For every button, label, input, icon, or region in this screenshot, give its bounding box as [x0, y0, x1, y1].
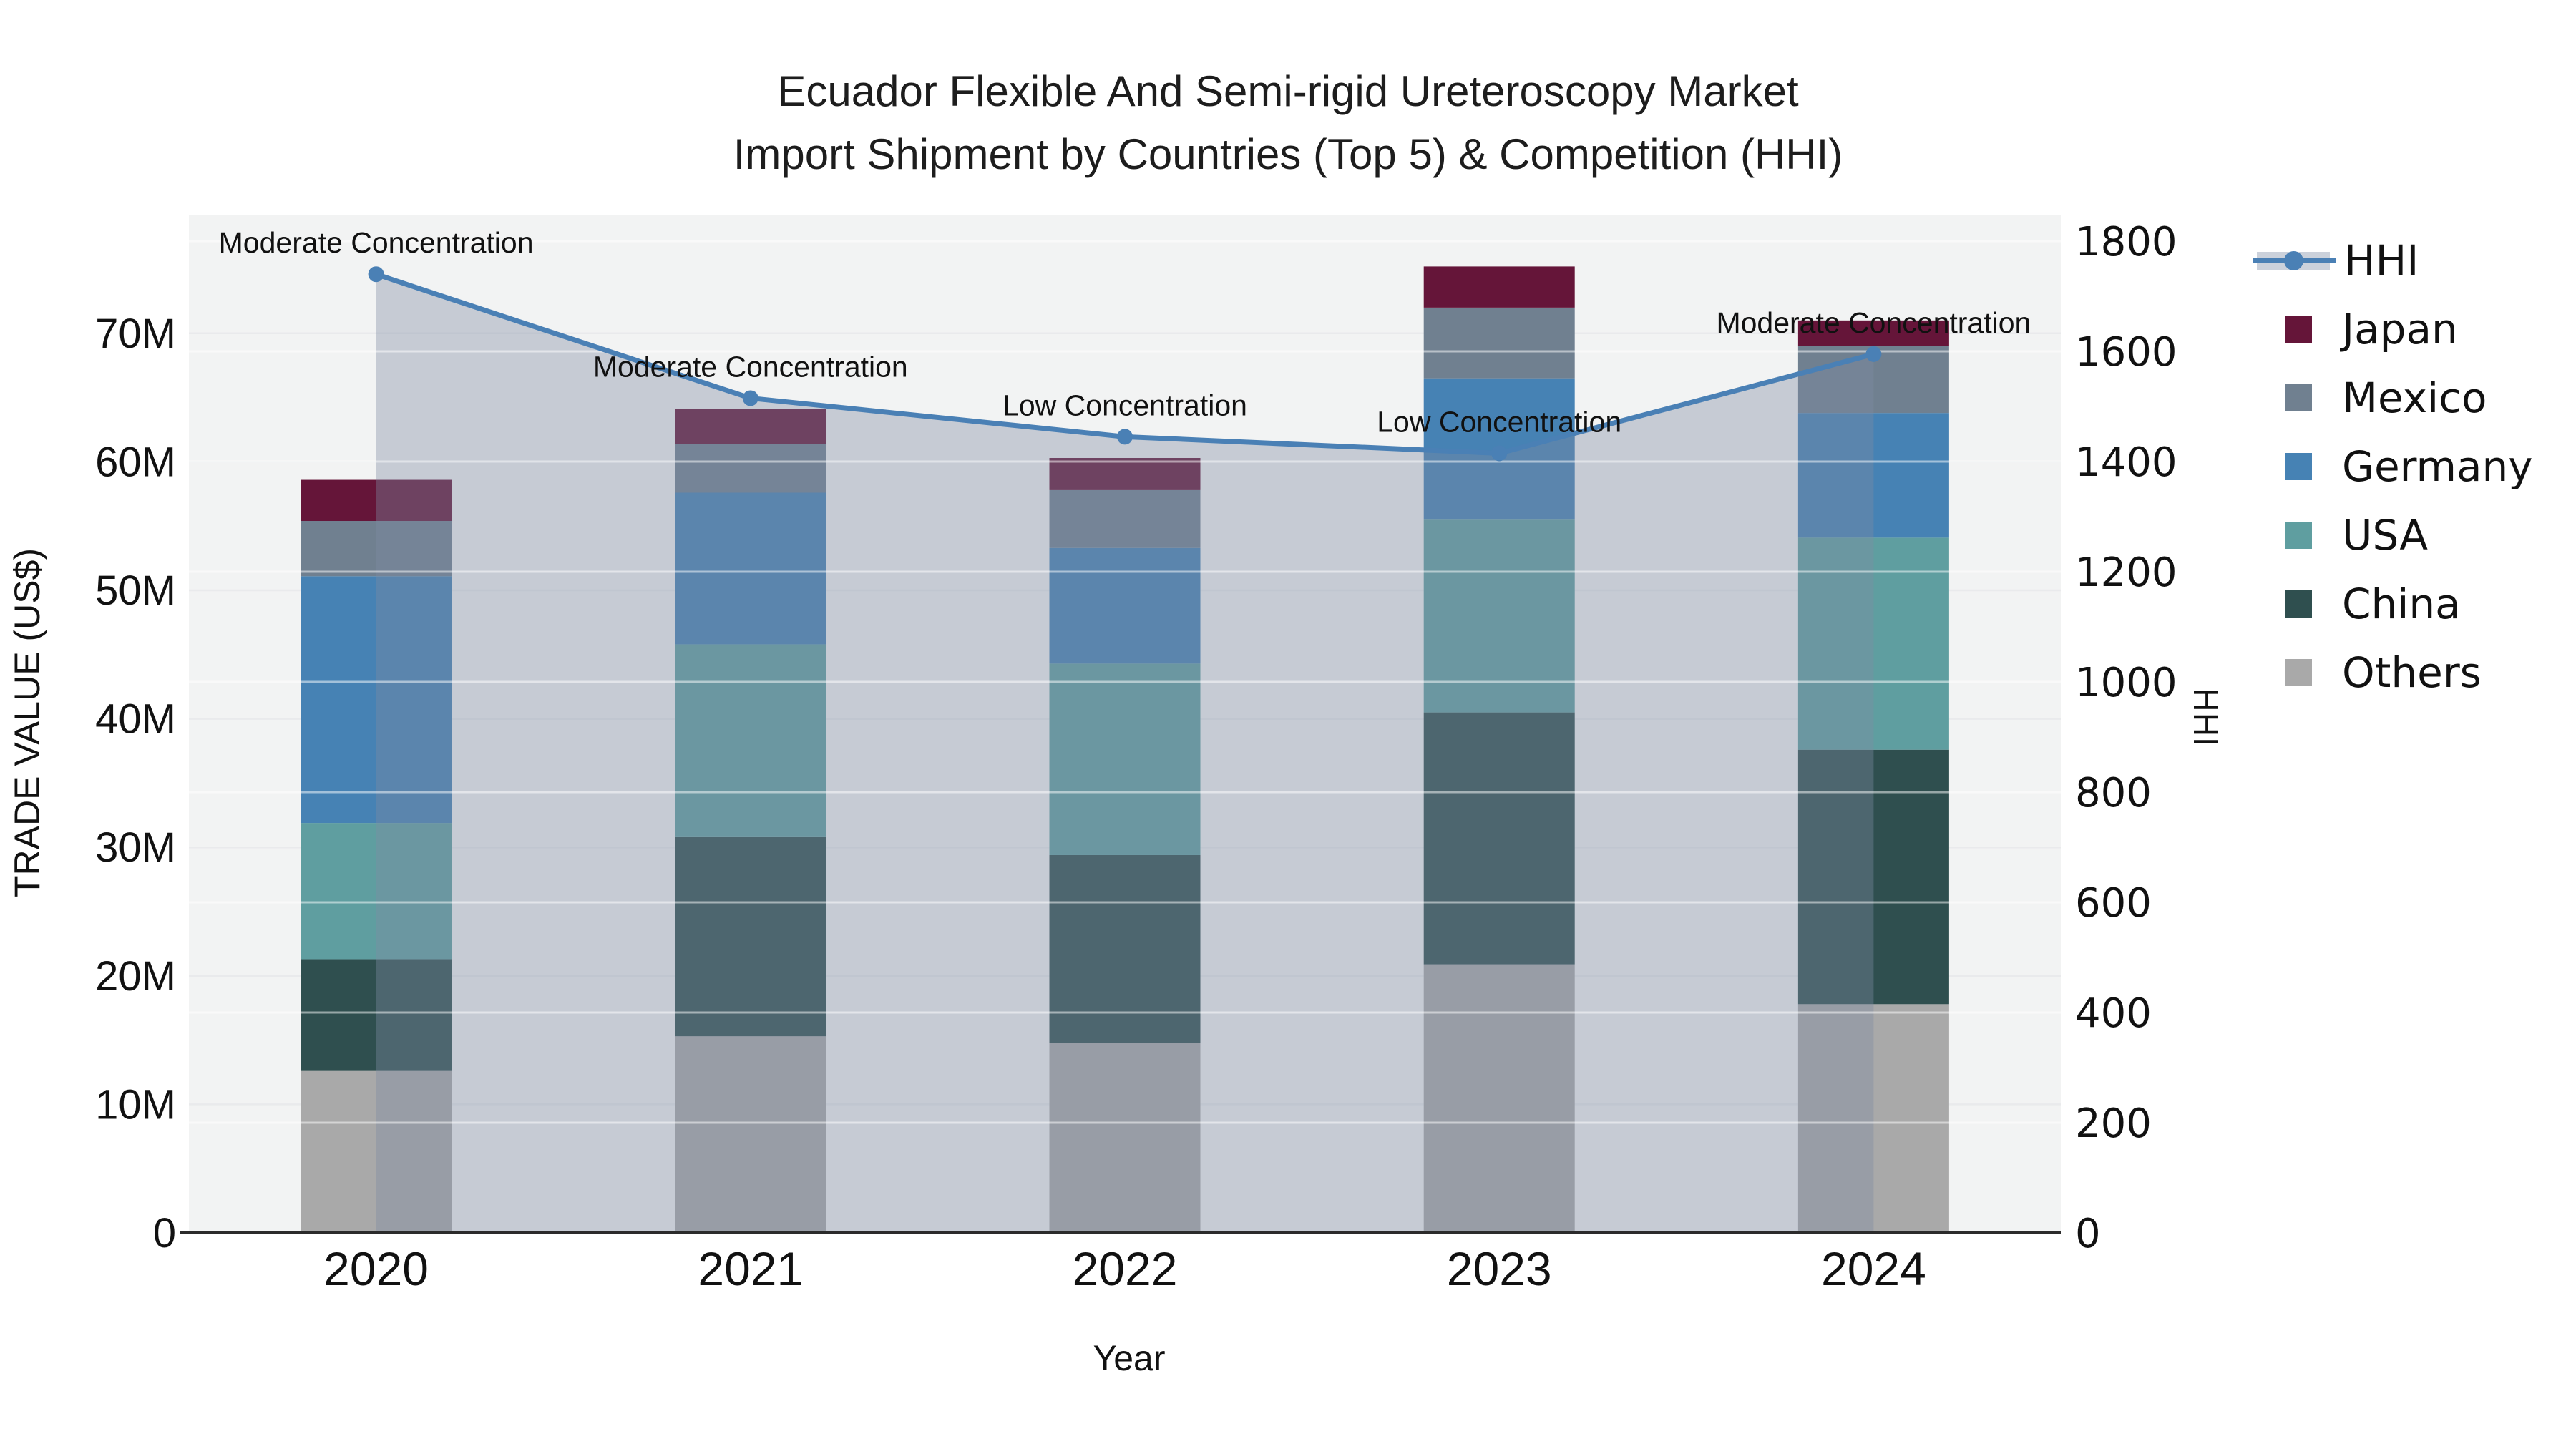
bar-segment-2020-japan	[301, 479, 452, 522]
bar-segment-2023-china	[1423, 712, 1575, 965]
x-tick-2023: 2023	[1447, 1242, 1552, 1295]
bar-segment-2020-usa	[301, 823, 452, 960]
legend-item-china[interactable]: China	[2253, 570, 2533, 638]
bar-segment-2024-others	[1797, 1004, 1949, 1233]
bar-segment-2024-usa	[1797, 537, 1949, 750]
annotation-2021: Moderate Concentration	[593, 350, 908, 383]
y-right-tick-1600: 1600	[2075, 329, 2177, 376]
legend-label-usa: USA	[2342, 511, 2429, 560]
y-left-tick-70M: 70M	[95, 311, 176, 357]
bar-segment-2023-mexico	[1423, 307, 1575, 379]
annotation-2022: Low Concentration	[1002, 389, 1247, 421]
chart-title-line1: Ecuador Flexible And Semi-rigid Ureteros…	[777, 67, 1799, 115]
legend-swatch-usa	[2285, 522, 2312, 549]
legend-item-others[interactable]: Others	[2253, 638, 2533, 707]
legend-item-germany[interactable]: Germany	[2253, 432, 2533, 501]
y-right-tick-1200: 1200	[2075, 550, 2177, 596]
hhi-marker-2020	[368, 266, 384, 283]
legend-item-mexico[interactable]: Mexico	[2253, 364, 2533, 432]
hhi-area-fill	[376, 274, 1874, 1234]
hhi-marker-2024	[1865, 346, 1882, 362]
bar-segment-2024-germany	[1797, 413, 1949, 538]
x-tick-2020: 2020	[323, 1242, 429, 1295]
hhi-marker-2021	[742, 390, 758, 406]
bar-segment-2021-japan	[675, 409, 826, 444]
legend-swatch-japan	[2285, 316, 2312, 343]
annotation-2023: Low Concentration	[1377, 405, 1621, 438]
legend-item-japan[interactable]: Japan	[2253, 295, 2533, 364]
legend-label-china: China	[2342, 580, 2461, 628]
bar-segment-2020-mexico	[301, 521, 452, 577]
chart-title-line2: Import Shipment by Countries (Top 5) & C…	[733, 130, 1843, 178]
legend-item-usa[interactable]: USA	[2253, 501, 2533, 570]
legend-label-others: Others	[2342, 648, 2482, 697]
legend-swatch-germany	[2285, 453, 2312, 480]
y-right-tick-1800: 1800	[2075, 219, 2177, 265]
x-tick-2024: 2024	[1821, 1242, 1926, 1295]
y-right-tick-400: 400	[2075, 990, 2152, 1037]
legend: HHI Japan Mexico Germany USA China Others	[2253, 226, 2533, 707]
y-left-axis-title: TRADE VALUE (US$)	[7, 547, 47, 898]
legend-label-mexico: Mexico	[2342, 374, 2487, 422]
legend-item-hhi[interactable]: HHI	[2253, 226, 2533, 295]
bar-segment-2021-usa	[675, 644, 826, 837]
legend-label-japan: Japan	[2342, 305, 2458, 353]
y-right-tick-1000: 1000	[2075, 660, 2177, 706]
y-left-tick-60M: 60M	[95, 439, 176, 485]
legend-swatch-others	[2285, 659, 2312, 686]
bar-segment-2021-mexico	[675, 444, 826, 493]
bar-segment-2021-germany	[675, 492, 826, 645]
annotation-2020: Moderate Concentration	[219, 226, 534, 259]
x-axis-title: Year	[1093, 1338, 1166, 1378]
x-tick-2022: 2022	[1073, 1242, 1178, 1295]
chart-title: Ecuador Flexible And Semi-rigid Ureteros…	[0, 60, 2576, 186]
y-right-tick-1400: 1400	[2075, 439, 2177, 486]
legend-swatch-china	[2285, 590, 2312, 618]
y-left-tick-30M: 30M	[95, 824, 176, 871]
bar-segment-2022-usa	[1049, 663, 1201, 855]
bar-segment-2023-japan	[1423, 266, 1575, 308]
hhi-line-icon	[2253, 246, 2336, 275]
bar-segment-2022-others	[1049, 1043, 1201, 1233]
bar-segment-2023-others	[1423, 964, 1575, 1233]
annotation-2024: Moderate Concentration	[1716, 306, 2031, 339]
y-left-tick-40M: 40M	[95, 696, 176, 743]
y-right-axis-title: HHI	[2186, 687, 2225, 747]
legend-swatch-mexico	[2285, 384, 2312, 411]
bar-segment-2022-mexico	[1049, 489, 1201, 548]
bar-segment-2022-japan	[1049, 458, 1201, 490]
bar-segment-2023-usa	[1423, 519, 1575, 713]
y-left-tick-10M: 10M	[95, 1081, 176, 1128]
bar-segment-2021-others	[675, 1036, 826, 1233]
y-right-tick-600: 600	[2075, 880, 2152, 927]
legend-label-germany: Germany	[2342, 442, 2533, 491]
y-left-tick-0: 0	[153, 1210, 176, 1257]
y-right-tick-0: 0	[2075, 1211, 2101, 1257]
x-tick-2021: 2021	[698, 1242, 803, 1295]
y-left-tick-20M: 20M	[95, 953, 176, 1000]
y-left-tick-50M: 50M	[95, 567, 176, 614]
y-right-tick-800: 800	[2075, 770, 2152, 816]
bar-segment-2022-germany	[1049, 547, 1201, 664]
bar-segment-2020-china	[301, 959, 452, 1071]
bar-segment-2024-japan	[1797, 320, 1949, 346]
hhi-marker-2022	[1117, 429, 1133, 445]
y-right-tick-200: 200	[2075, 1101, 2152, 1147]
bar-segment-2020-others	[301, 1070, 452, 1233]
hhi-marker-2023	[1491, 445, 1508, 462]
bar-segment-2021-china	[675, 836, 826, 1037]
legend-label-hhi: HHI	[2344, 236, 2419, 285]
bar-segment-2022-china	[1049, 854, 1201, 1043]
bar-segment-2020-germany	[301, 576, 452, 824]
